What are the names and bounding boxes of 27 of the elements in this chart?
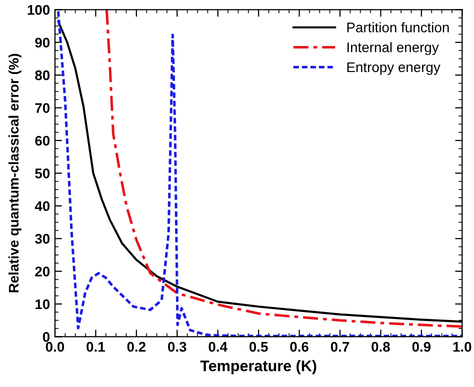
x-tick-label: 0.1 <box>86 342 105 352</box>
x-tick-label: 0.7 <box>330 342 350 352</box>
y-tick-label: 100 <box>28 5 50 15</box>
legend-label: Entropy energy <box>347 62 440 75</box>
x-tick-label: 1.0 <box>453 342 472 352</box>
legend-label: Partition function <box>347 22 449 32</box>
x-tick-label: 0.5 <box>249 342 268 352</box>
x-tick-label: 0.8 <box>372 342 390 352</box>
y-tick-label: 30 <box>34 234 50 244</box>
y-tick-label: 10 <box>36 299 50 310</box>
x-tick-label: 0.4 <box>208 342 228 352</box>
x-tick-label: 0.3 <box>168 342 186 352</box>
y-tick-label: 0 <box>42 332 50 342</box>
y-tick-label: 40 <box>34 201 50 212</box>
y-tick-label: 60 <box>35 136 50 146</box>
x-tick-label: 0.0 <box>46 342 64 352</box>
y-tick-label: 20 <box>35 266 50 276</box>
x-tick-label: 0.2 <box>127 342 146 352</box>
y-axis-title: Relative quantum-classical error (%) <box>8 54 22 292</box>
x-tick-label: 0.6 <box>290 342 308 352</box>
y-tick-label: 50 <box>35 168 50 178</box>
x-axis-title: Temperature (K) <box>200 360 316 374</box>
y-tick-label: 70 <box>35 103 50 113</box>
y-tick-label: 80 <box>35 70 50 80</box>
legend-label: Internal energy <box>347 42 439 56</box>
x-tick-label: 0.9 <box>412 342 431 352</box>
y-tick-label: 90 <box>35 38 50 48</box>
